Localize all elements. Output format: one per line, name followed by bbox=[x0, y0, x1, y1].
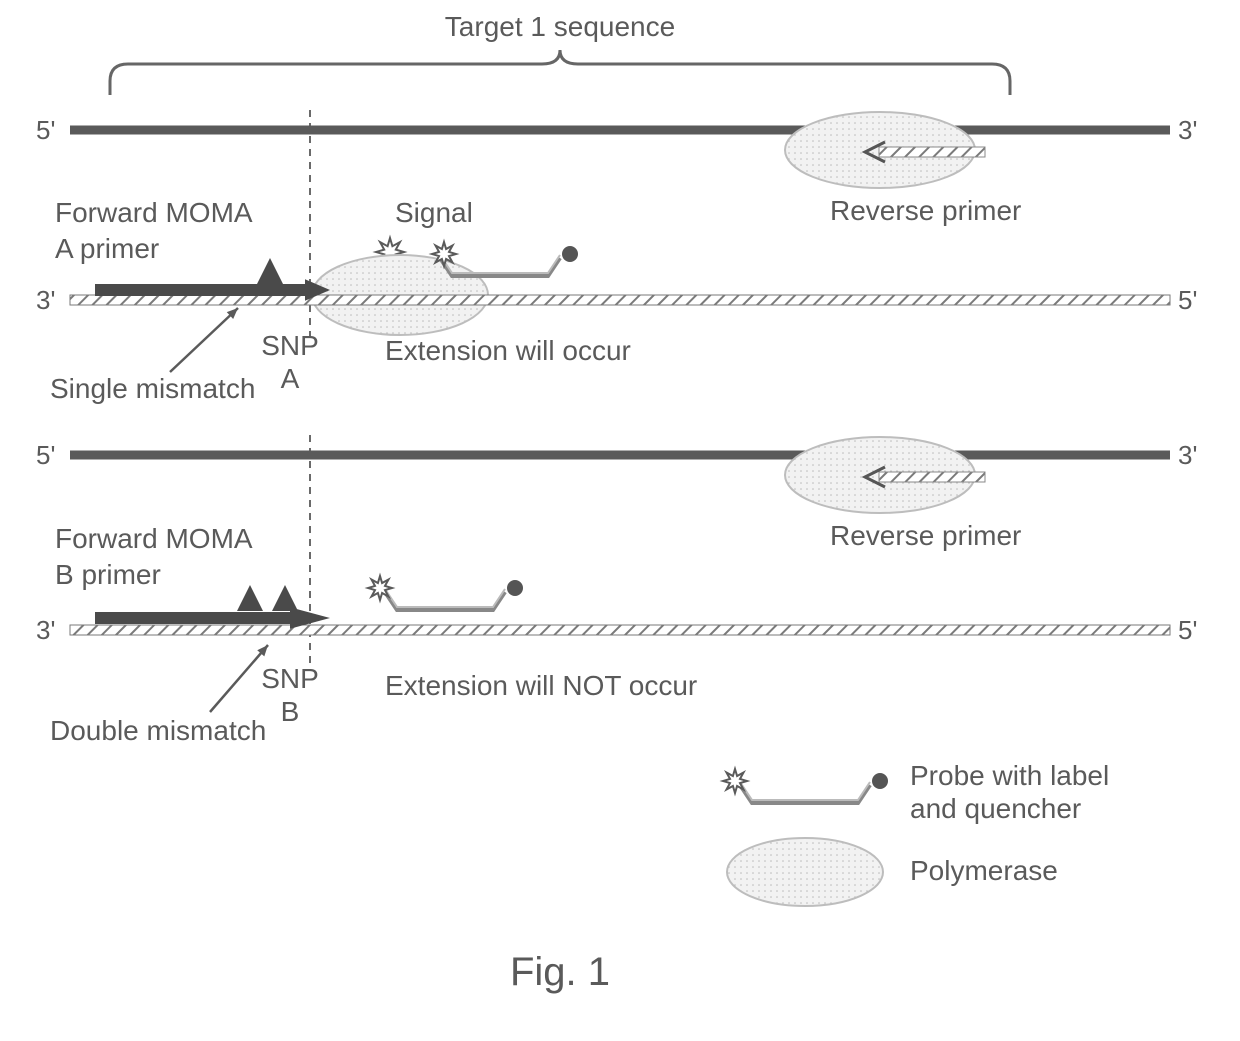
double-mismatch-label: Double mismatch bbox=[50, 715, 266, 746]
legend-polymerase-label: Polymerase bbox=[910, 855, 1058, 886]
reverse-primer-label-top: Reverse primer bbox=[830, 195, 1021, 226]
title-text: Target 1 sequence bbox=[445, 11, 675, 42]
svg-text:5': 5' bbox=[36, 115, 55, 145]
svg-text:3': 3' bbox=[1178, 115, 1197, 145]
svg-text:5': 5' bbox=[1178, 615, 1197, 645]
extension-not-occur-label: Extension will NOT occur bbox=[385, 670, 697, 701]
forward-moma-a-label1: Forward MOMA bbox=[55, 197, 253, 228]
signal-label: Signal bbox=[395, 197, 473, 228]
diagram-svg: Target 1 sequence 5' 3' Reverse primer Forwa… bbox=[0, 0, 1240, 1036]
svg-text:SNP: SNP bbox=[261, 330, 319, 361]
target-bracket bbox=[110, 50, 1010, 95]
svg-text:5': 5' bbox=[36, 440, 55, 470]
forward-moma-b-label1: Forward MOMA bbox=[55, 523, 253, 554]
forward-moma-a-label2: A primer bbox=[55, 233, 159, 264]
svg-text:B: B bbox=[281, 696, 300, 727]
reverse-primer-label-bottom: Reverse primer bbox=[830, 520, 1021, 551]
svg-text:3': 3' bbox=[36, 615, 55, 645]
extension-occur-label: Extension will occur bbox=[385, 335, 631, 366]
svg-text:SNP: SNP bbox=[261, 663, 319, 694]
forward-moma-b-label2: B primer bbox=[55, 559, 161, 590]
svg-text:3': 3' bbox=[1178, 440, 1197, 470]
diagram-stage: Target 1 sequence 5' 3' Reverse primer Forwa… bbox=[0, 0, 1240, 1036]
legend-probe-label1: Probe with label bbox=[910, 760, 1109, 791]
figure-caption: Fig. 1 bbox=[510, 950, 610, 994]
svg-text:A: A bbox=[281, 363, 300, 394]
svg-text:5': 5' bbox=[1178, 285, 1197, 315]
svg-text:3': 3' bbox=[36, 285, 55, 315]
legend-probe-label2: and quencher bbox=[910, 793, 1081, 824]
single-mismatch-label: Single mismatch bbox=[50, 373, 255, 404]
